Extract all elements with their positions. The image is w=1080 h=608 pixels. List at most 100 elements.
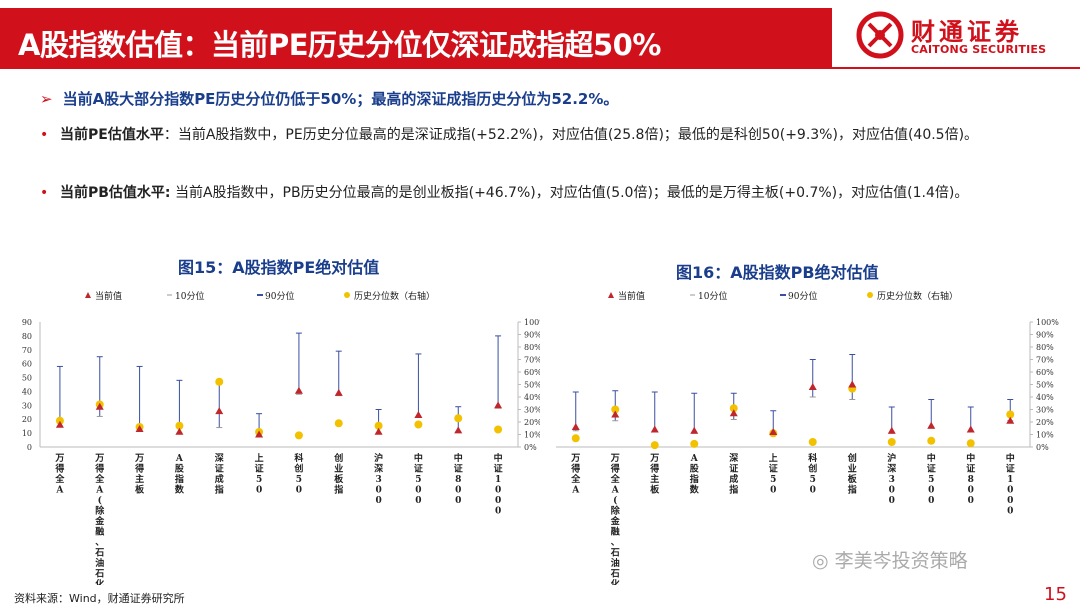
y2-tick-label: 10% — [1036, 431, 1054, 440]
current-value-point — [135, 424, 144, 432]
y2-tick-label: 0% — [524, 443, 537, 452]
x-tick-label: 中证 1 0 0 0 — [494, 452, 503, 517]
summary-text: 当前A股大部分指数PE历史分位仍低于50%；最高的深证成指历史分位为52.2%。 — [62, 90, 619, 108]
logo-text-cn: 财通证券 — [911, 18, 1023, 46]
y2-tick-label: 80% — [524, 343, 540, 352]
bullet-dot-icon: • — [40, 127, 49, 143]
x-tick-label: A 股指数 — [690, 454, 700, 496]
y-tick-label: 0 — [27, 443, 32, 452]
percentile-point — [887, 438, 896, 446]
current-value-point — [95, 402, 104, 410]
x-tick-label: 深证成指 — [729, 452, 738, 496]
percentile-point — [690, 439, 699, 448]
bullet-pe-text: ：当前A股指数中，PE历史分位最高的是深证成指(+52.2%)，对应估值(25.… — [163, 127, 979, 143]
percentile-point — [494, 425, 503, 434]
pe-chart: 当前值 10分位 90分位 历史分位数（右轴） 0 10 20 30 40 50 60 70 80 90 0… — [22, 290, 540, 585]
y2-tick-label: 30% — [1036, 406, 1054, 415]
x-tick-label: 沪深 3 0 0 — [887, 452, 896, 506]
current-value-point — [729, 409, 738, 417]
bullet-dot-icon: • — [40, 185, 49, 201]
chart-title-pb: 图16：A股指数PB绝对估值 — [676, 263, 879, 282]
percentile-point — [175, 421, 184, 430]
percentile-point — [611, 405, 620, 414]
current-value-point — [927, 421, 936, 429]
page-number: 15 — [1044, 584, 1067, 605]
y-tick-label: 30 — [22, 401, 32, 410]
percentile-point — [966, 439, 975, 448]
percentile-point — [454, 414, 463, 423]
current-value-point — [454, 426, 463, 434]
y2-tick-label: 30% — [524, 406, 540, 415]
pb-chart: 当前值 10分位 90分位 历史分位数（右轴） 0% 10% 20% 30% 40% 50% 60%… — [556, 290, 1059, 585]
y2-tick-label: 60% — [524, 368, 540, 377]
x-tick-label: 万得全 A — [54, 453, 65, 496]
y-tick-label: 20 — [22, 415, 32, 424]
x-tick-label: 深证成指 — [215, 452, 224, 496]
legend-label-current: 当前值 — [618, 290, 645, 302]
x-tick-label: 中证 5 0 0 — [414, 452, 423, 506]
current-value-point — [294, 386, 303, 394]
y2-tick-label: 90% — [524, 331, 540, 340]
current-value-point — [650, 425, 659, 433]
current-value-point — [255, 430, 264, 438]
current-value-point — [1006, 416, 1015, 424]
x-tick-label: 中证 8 0 0 — [966, 452, 975, 506]
y2-tick-label: 70% — [1036, 356, 1054, 365]
percentile-point — [650, 441, 659, 450]
y-tick-label: 80 — [22, 332, 32, 341]
x-tick-label: 沪深 3 0 0 — [374, 452, 383, 506]
x-tick-label: 上证 5 0 — [769, 452, 778, 496]
percentile-point — [571, 434, 580, 443]
y-tick-label: 60 — [22, 360, 32, 369]
current-value-point — [611, 410, 620, 418]
current-value-point — [55, 420, 64, 428]
x-tick-label: 中证 5 0 0 — [927, 452, 936, 506]
y2-tick-label: 100% — [1036, 318, 1059, 327]
x-tick-label: 创业板指 — [333, 452, 344, 496]
legend-label-percentile: 历史分位数（右轴） — [354, 290, 435, 302]
legend-label-p90: 90分位 — [265, 290, 294, 302]
current-value-point — [887, 426, 896, 434]
y2-tick-label: 0% — [1036, 443, 1049, 452]
y-tick-label: 90 — [22, 318, 32, 327]
current-value-point — [808, 383, 817, 390]
x-tick-label: 万得主板 — [134, 453, 145, 496]
logo-mark-icon — [856, 11, 904, 59]
current-value-point — [571, 423, 580, 430]
y2-tick-label: 50% — [524, 381, 540, 390]
wechat-icon: ◎ — [812, 550, 835, 572]
legend-percentile-marker — [867, 292, 873, 298]
legend-label-current: 当前值 — [95, 290, 122, 302]
legend-current-marker — [608, 292, 614, 298]
arrow-icon: ➢ — [40, 90, 53, 108]
current-value-point — [414, 411, 423, 419]
current-value-point — [966, 425, 975, 433]
x-tick-label: 创业板指 — [847, 452, 858, 496]
legend-current-marker — [85, 292, 91, 298]
current-value-point — [374, 427, 383, 435]
y2-tick-label: 20% — [1036, 418, 1054, 427]
bullet-pb-text: 当前A股指数中，PB历史分位最高的是创业板指(+46.7%)，对应估值(5.0倍… — [170, 185, 969, 201]
percentile-point — [294, 431, 303, 440]
percentile-point — [55, 416, 64, 425]
y2-tick-label: 10% — [524, 431, 540, 440]
bullet-pb-label: 当前PB估值水平: — [60, 185, 171, 201]
bullet-pb: • 当前PB估值水平: 当前A股指数中，PB历史分位最高的是创业板指(+46.7… — [40, 182, 1040, 205]
y2-tick-label: 40% — [524, 393, 540, 402]
legend-label-percentile: 历史分位数（右轴） — [877, 290, 958, 302]
logo-text-en: CAITONG SECURITIES — [911, 43, 1047, 56]
title-bar: A股指数估值：当前PE历史分位仅深证成指超50% — [0, 8, 832, 68]
percentile-point — [808, 438, 817, 446]
y-tick-label: 50 — [22, 374, 32, 383]
legend-label-p90: 90分位 — [788, 290, 817, 302]
current-value-point — [769, 428, 778, 435]
x-tick-label: 上证 5 0 — [255, 452, 264, 496]
company-logo: 财通证券 CAITONG SECURITIES — [855, 10, 1065, 65]
current-value-point — [334, 388, 343, 396]
percentile-point — [1006, 410, 1015, 419]
x-tick-label: 科创 5 0 — [807, 452, 817, 496]
current-value-point — [690, 426, 699, 434]
header-divider — [0, 67, 1080, 69]
legend-label-p10: 10分位 — [175, 290, 204, 302]
